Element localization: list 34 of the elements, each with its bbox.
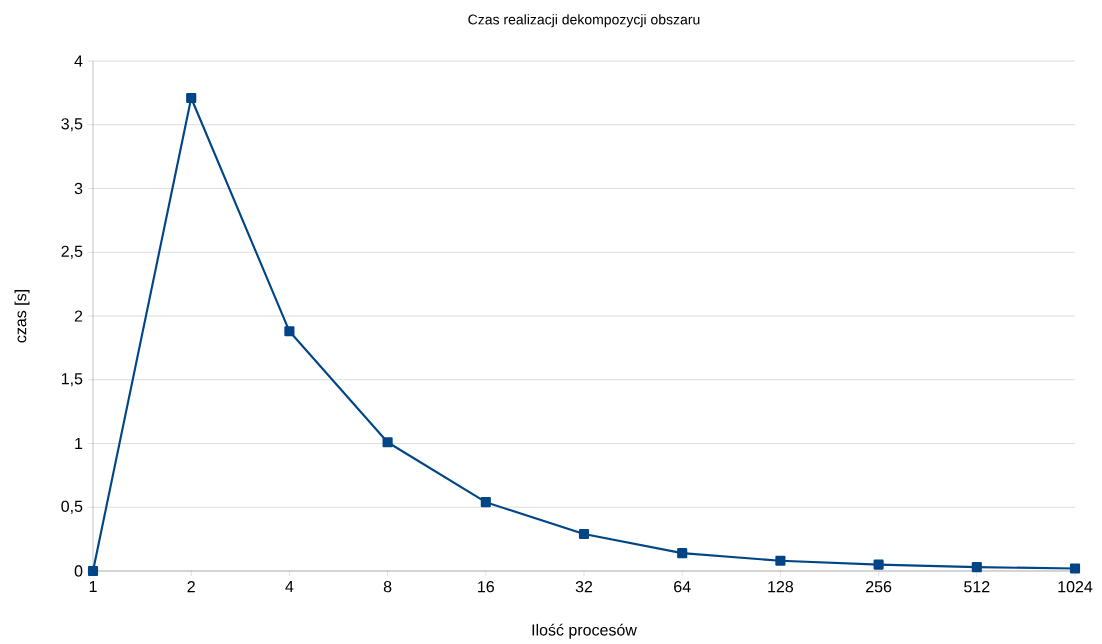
x-tick-label: 16 [478,581,494,593]
y-tick-label: 2 [74,310,83,322]
x-tick-label: 256 [866,581,892,593]
x-axis-title: Ilość procesów [532,623,637,639]
point [480,497,491,508]
y-axis-title: czas [s] [14,290,30,343]
x-tick-label: 32 [575,581,593,593]
x-tick-label: 4 [285,581,294,593]
x-tick-label: 1 [89,581,97,593]
point [971,562,982,573]
x-tick-label: 64 [674,581,691,593]
y-tick-label: 2,5 [61,245,83,259]
x-tick-label: 2 [187,581,195,593]
y-tick-label: 3,5 [61,118,83,132]
point [87,565,99,577]
x-tick-label: 1024 [1058,581,1093,593]
chart-title: Czas realizacji dekompozycji obszaru [468,14,700,28]
y-tick-label: 1 [75,438,83,450]
point [382,437,393,448]
x-tick-label: 128 [768,581,794,593]
y-tick-label: 1,5 [61,373,83,387]
point [578,528,590,540]
point [775,555,786,566]
y-tick-label: 0 [74,565,83,577]
y-tick-label: 3 [74,182,83,195]
y-tick-label: 4 [74,55,83,67]
x-tick-label: 512 [964,581,990,593]
point [186,92,197,104]
x-tick-label: 8 [383,581,392,593]
point [677,548,688,559]
point [873,559,884,570]
point [284,326,295,337]
y-tick-label: 0,5 [61,500,83,514]
point [1069,563,1081,574]
